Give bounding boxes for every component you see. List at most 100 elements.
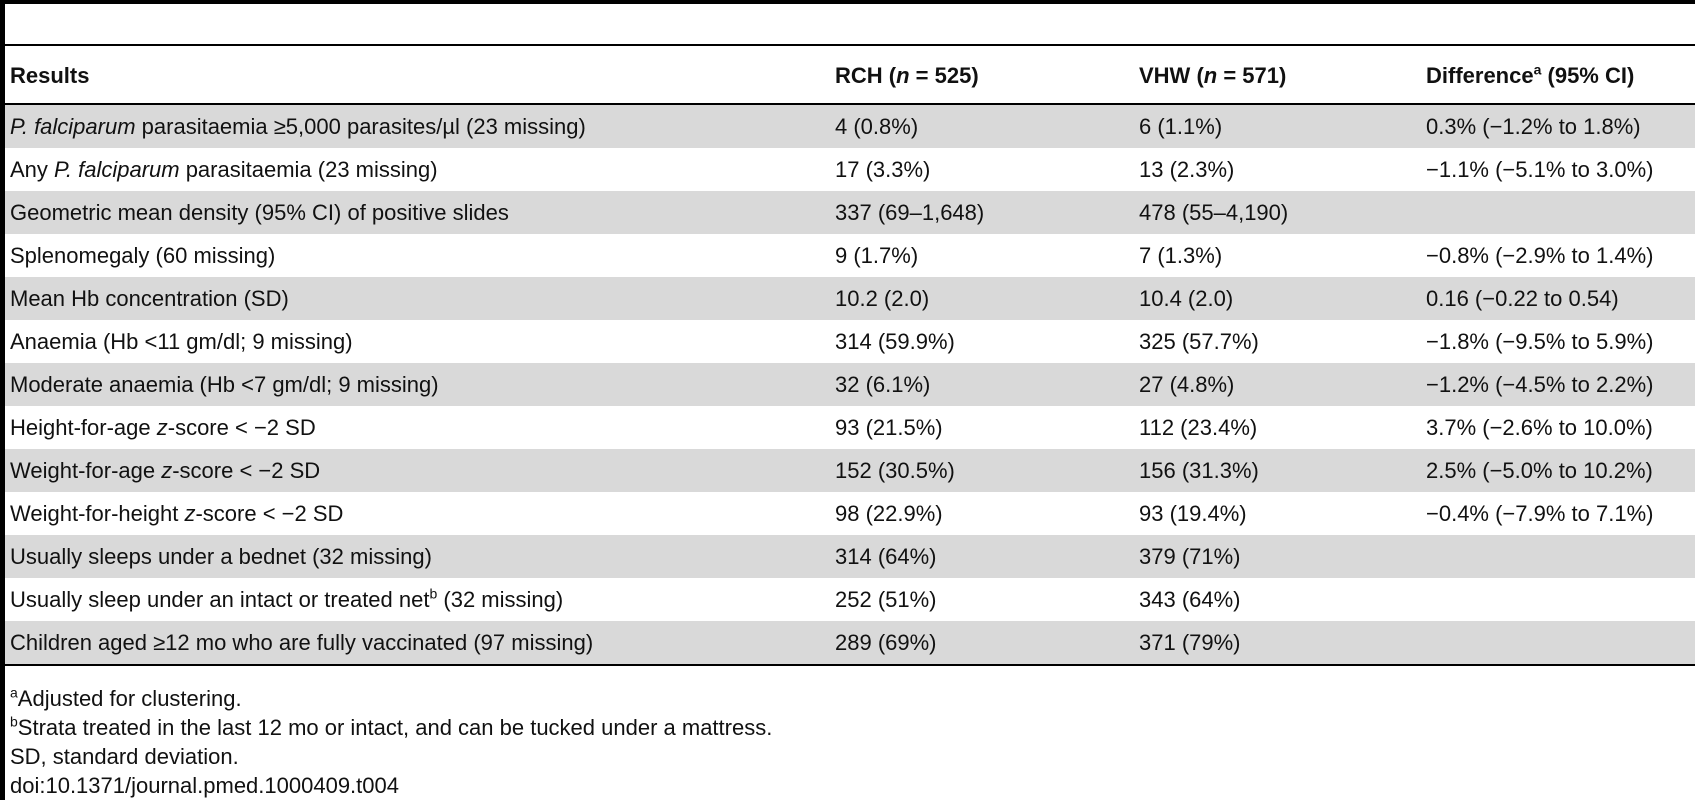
row-label-italic: z <box>156 415 168 440</box>
row-label: P. falciparum parasitaemia ≥5,000 parasi… <box>10 114 586 140</box>
row-rch-value: 152 (30.5%) <box>835 458 955 483</box>
header-vhw-n-val: = 571) <box>1217 63 1287 88</box>
row-label-pre: Height-for-age <box>10 415 157 440</box>
top-rule <box>0 0 1695 4</box>
row-difference-value: −0.8% (−2.9% to 1.4%) <box>1426 243 1654 268</box>
row-label: Children aged ≥12 mo who are fully vacci… <box>10 630 593 656</box>
row-label: Usually sleeps under a bednet (32 missin… <box>10 544 432 570</box>
row-label: Any P. falciparum parasitaemia (23 missi… <box>10 157 438 183</box>
row-rch-value: 252 (51%) <box>835 587 937 612</box>
row-label: Weight-for-height z-score < −2 SD <box>10 501 343 527</box>
table-row: Moderate anaemia (Hb <7 gm/dl; 9 missing… <box>5 363 1695 406</box>
table-row: Usually sleeps under a bednet (32 missin… <box>5 535 1695 578</box>
row-vhw-value: 325 (57.7%) <box>1139 329 1259 354</box>
row-vhw-value: 156 (31.3%) <box>1139 458 1259 483</box>
table-row: Weight-for-age z-score < −2 SD 152 (30.5%… <box>5 449 1695 492</box>
row-vhw-value: 13 (2.3%) <box>1139 157 1235 182</box>
footnote-a-mark: a <box>10 684 18 701</box>
table-row: P. falciparum parasitaemia ≥5,000 parasi… <box>5 105 1695 148</box>
row-label-sup: b <box>429 585 438 602</box>
row-label-pre: Splenomegaly (60 missing) <box>10 243 276 268</box>
table-row: Children aged ≥12 mo who are fully vacci… <box>5 621 1695 664</box>
row-difference-value: 0.16 (−0.22 to 0.54) <box>1426 286 1619 311</box>
row-vhw-value: 478 (55–4,190) <box>1139 200 1289 225</box>
row-label: Mean Hb concentration (SD) <box>10 286 289 312</box>
row-difference-value: 2.5% (−5.0% to 10.2%) <box>1426 458 1653 483</box>
row-label: Usually sleep under an intact or treated… <box>10 587 563 613</box>
row-label-pre: Usually sleep under an intact or treated… <box>10 587 430 612</box>
row-label: Moderate anaemia (Hb <7 gm/dl; 9 missing… <box>10 372 439 398</box>
row-difference-value: −1.1% (−5.1% to 3.0%) <box>1426 157 1654 182</box>
header-difference-ci: (95% CI) <box>1541 63 1635 88</box>
row-rch-value: 289 (69%) <box>835 630 937 655</box>
row-rch-value: 9 (1.7%) <box>835 243 919 268</box>
row-label-tail: (32 missing) <box>437 587 564 612</box>
row-rch-value: 10.2 (2.0) <box>835 286 930 311</box>
header-top-rule <box>5 44 1695 46</box>
row-rch-value: 314 (59.9%) <box>835 329 955 354</box>
row-rch-value: 337 (69–1,648) <box>835 200 985 225</box>
footnote-sd: SD, standard deviation. <box>10 744 239 769</box>
row-label-pre: Geometric mean density (95% CI) of posit… <box>10 200 509 225</box>
header-rch-n-val: = 525) <box>909 63 979 88</box>
row-label: Splenomegaly (60 missing) <box>10 243 275 269</box>
row-label-italic: z <box>161 458 173 483</box>
header-difference: Differencea (95% CI) <box>1426 63 1634 89</box>
row-difference-value: 0.3% (−1.2% to 1.8%) <box>1426 114 1641 139</box>
header-vhw: VHW (n = 571) <box>1139 63 1286 89</box>
footnotes: aAdjusted for clustering. bStrata treate… <box>10 684 772 800</box>
row-label-post: -score < −2 SD <box>172 458 321 483</box>
row-vhw-value: 6 (1.1%) <box>1139 114 1223 139</box>
row-label-italic: P. falciparum <box>10 114 136 139</box>
footnote-b: bStrata treated in the last 12 mo or int… <box>10 713 772 742</box>
row-label-pre: Weight-for-height <box>10 501 185 526</box>
row-label-post: parasitaemia (23 missing) <box>179 157 438 182</box>
row-label: Weight-for-age z-score < −2 SD <box>10 458 320 484</box>
row-rch-value: 93 (21.5%) <box>835 415 943 440</box>
row-vhw-value: 10.4 (2.0) <box>1139 286 1234 311</box>
footnote-doi: doi:10.1371/journal.pmed.1000409.t004 <box>10 773 399 798</box>
row-label-pre: Weight-for-age <box>10 458 162 483</box>
footnote-a-text: Adjusted for clustering. <box>17 686 242 711</box>
row-difference-value: −1.2% (−4.5% to 2.2%) <box>1426 372 1654 397</box>
table-row: Usually sleep under an intact or treated… <box>5 578 1695 621</box>
row-vhw-value: 93 (19.4%) <box>1139 501 1247 526</box>
row-difference-value: −1.8% (−9.5% to 5.9%) <box>1426 329 1654 354</box>
header-rch-n-var: n <box>896 63 910 88</box>
row-difference-value: −0.4% (−7.9% to 7.1%) <box>1426 501 1654 526</box>
row-rch-value: 4 (0.8%) <box>835 114 919 139</box>
row-label-post: -score < −2 SD <box>195 501 344 526</box>
table-row: Any P. falciparum parasitaemia (23 missi… <box>5 148 1695 191</box>
header-results: Results <box>10 63 90 88</box>
header-vhw-prefix: VHW ( <box>1139 63 1204 88</box>
row-vhw-value: 7 (1.3%) <box>1139 243 1223 268</box>
header-rch-prefix: RCH ( <box>835 63 897 88</box>
footnote-b-mark: b <box>10 713 18 730</box>
row-rch-value: 98 (22.9%) <box>835 501 943 526</box>
header-difference-footnote-mark: a <box>1533 61 1542 78</box>
row-label-pre: Anaemia (Hb <11 gm/dl; 9 missing) <box>10 329 353 354</box>
row-label-italic: P. falciparum <box>54 157 180 182</box>
table-bottom-rule <box>5 664 1695 666</box>
row-label-pre: Any <box>10 157 55 182</box>
table-row: Anaemia (Hb <11 gm/dl; 9 missing) 314 (59… <box>5 320 1695 363</box>
table-row: Weight-for-height z-score < −2 SD 98 (22.… <box>5 492 1695 535</box>
row-label-pre: Mean Hb concentration (SD) <box>10 286 289 311</box>
left-rule <box>0 0 5 800</box>
table-body: P. falciparum parasitaemia ≥5,000 parasi… <box>5 105 1695 664</box>
header-difference-label: Difference <box>1426 63 1534 88</box>
row-label-pre: Moderate anaemia (Hb <7 gm/dl; 9 missing… <box>10 372 439 397</box>
table-row: Mean Hb concentration (SD) 10.2 (2.0) 10.4… <box>5 277 1695 320</box>
header-vhw-n-var: n <box>1203 63 1218 88</box>
row-rch-value: 314 (64%) <box>835 544 937 569</box>
row-vhw-value: 112 (23.4%) <box>1139 415 1258 440</box>
row-label: Anaemia (Hb <11 gm/dl; 9 missing) <box>10 329 353 355</box>
footnote-a: aAdjusted for clustering. <box>10 684 772 713</box>
row-label-italic: z <box>184 501 196 526</box>
table-header-row: Results RCH (n = 525) VHW (n = 571) Diff… <box>5 46 1695 103</box>
footnote-b-text: Strata treated in the last 12 mo or inta… <box>17 715 773 740</box>
row-label-post: -score < −2 SD <box>167 415 316 440</box>
row-label-post: parasitaemia ≥5,000 parasites/µl (23 mis… <box>135 114 586 139</box>
row-vhw-value: 27 (4.8%) <box>1139 372 1235 397</box>
